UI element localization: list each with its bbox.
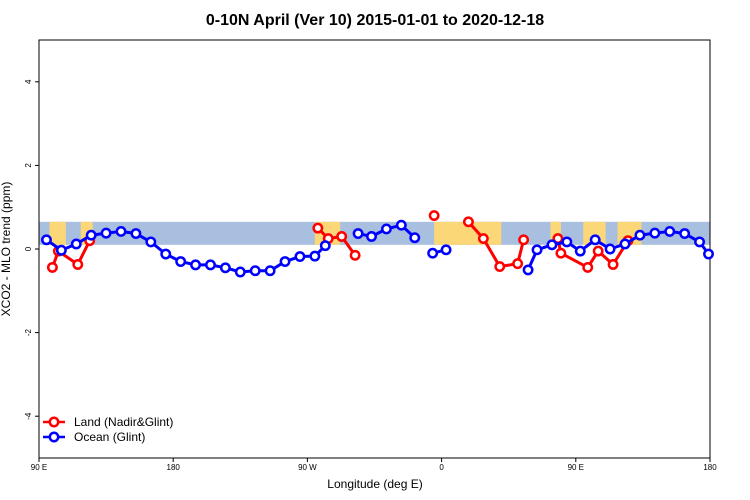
data-point <box>555 247 567 259</box>
x-tick-label: 180 <box>167 463 181 472</box>
data-point <box>546 239 558 251</box>
land-band-segment <box>550 221 561 245</box>
data-point <box>160 248 172 260</box>
data-point <box>494 261 506 273</box>
y-axis: -4 -2 0 2 4 <box>24 79 39 420</box>
data-point <box>664 225 676 237</box>
data-point <box>380 223 392 235</box>
y-tick-label: -4 <box>24 412 33 420</box>
data-point <box>234 266 246 278</box>
x-tick-label: 90 E <box>568 463 584 472</box>
data-point <box>531 244 543 256</box>
data-point <box>130 228 142 239</box>
legend-ocean-label: Ocean (Glint) <box>74 430 145 444</box>
legend: Land (Nadir&Glint) Ocean (Glint) <box>43 415 173 444</box>
data-point <box>619 238 631 250</box>
x-tick-label: 0 <box>439 463 444 472</box>
data-point <box>309 250 321 262</box>
data-point <box>440 244 452 256</box>
data-point <box>395 219 407 231</box>
data-point <box>409 232 421 244</box>
data-point <box>312 222 324 234</box>
data-point <box>694 236 706 248</box>
series-land <box>46 210 634 273</box>
x-axis-title: Longitude (deg E) <box>327 477 422 491</box>
data-point <box>279 256 291 267</box>
y-axis-title: XCO2 - MLO trend (ppm) <box>0 182 13 317</box>
x-axis: 90 E 180 90 W 0 90 E 180 <box>31 458 717 472</box>
data-point <box>428 210 440 222</box>
data-point <box>352 228 364 239</box>
data-point <box>219 262 231 274</box>
data-point <box>703 248 714 260</box>
data-point <box>589 234 601 246</box>
data-point <box>190 259 202 271</box>
data-point <box>518 234 530 246</box>
data-point <box>41 234 52 246</box>
chart-title: 0-10N April (Ver 10) 2015-01-01 to 2020-… <box>206 12 544 29</box>
y-tick-label: 2 <box>24 163 33 168</box>
data-point <box>100 227 112 239</box>
x-tick-label: 180 <box>703 463 717 472</box>
data-point <box>336 231 348 242</box>
data-point <box>477 233 489 245</box>
data-point <box>634 229 646 241</box>
data-point <box>349 249 361 261</box>
data-point <box>582 261 594 273</box>
x-tick-label: 90 W <box>298 463 317 472</box>
series-layer <box>41 210 714 278</box>
data-point <box>512 258 524 270</box>
land-band-segment <box>49 221 66 245</box>
legend-land-label: Land (Nadir&Glint) <box>74 415 173 429</box>
y-tick-label: 4 <box>24 79 33 84</box>
data-point <box>55 244 67 256</box>
data-point <box>175 256 187 267</box>
data-point <box>319 240 331 252</box>
data-point <box>70 238 82 250</box>
data-point <box>592 245 604 257</box>
legend-ocean-marker <box>48 431 60 443</box>
legend-land-marker <box>48 416 60 428</box>
y-tick-label: 0 <box>24 246 33 251</box>
data-point <box>72 259 84 270</box>
data-point <box>145 236 157 248</box>
data-point <box>649 227 661 239</box>
data-point <box>462 216 474 228</box>
data-point <box>427 247 439 259</box>
data-point <box>604 243 616 255</box>
data-point <box>46 261 58 273</box>
data-point <box>607 259 619 270</box>
y-tick-label: -2 <box>24 328 33 336</box>
series-ocean <box>41 219 714 278</box>
data-point <box>574 245 586 257</box>
data-point <box>115 225 127 237</box>
data-point <box>679 228 691 239</box>
data-point <box>85 229 97 241</box>
series-line <box>51 239 92 268</box>
data-point <box>205 259 216 271</box>
data-point <box>561 236 573 248</box>
data-point <box>366 231 377 242</box>
data-point <box>522 264 534 276</box>
x-tick-label: 90 E <box>31 463 47 472</box>
data-point <box>294 251 306 262</box>
data-point <box>264 265 276 277</box>
series-line <box>316 227 357 257</box>
data-point <box>249 265 261 277</box>
